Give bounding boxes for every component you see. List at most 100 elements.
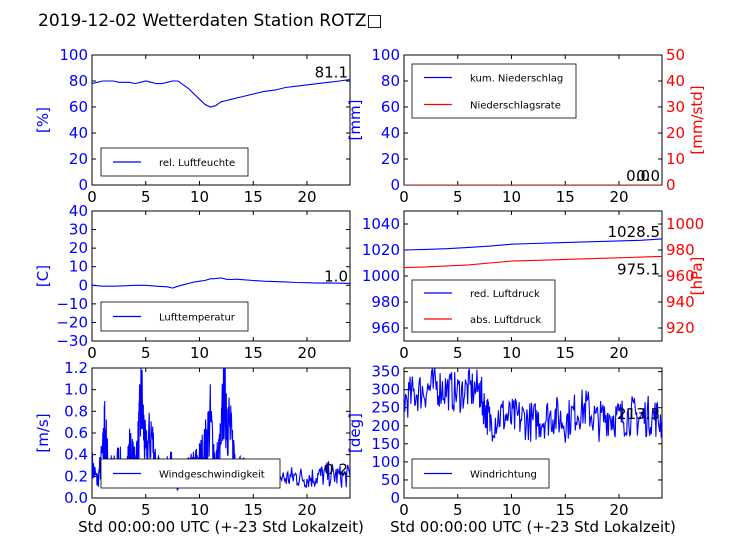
y-tick-label: −20: [56, 313, 88, 331]
legend-winddirection: Windrichtung: [411, 458, 550, 489]
y-right-tick-label: 0: [666, 176, 676, 194]
x-tick-label: 20: [297, 501, 316, 519]
y-tick-label: −10: [56, 295, 88, 313]
y-tick-label: 10: [69, 258, 88, 276]
y-tick-label: 0.8: [64, 402, 88, 420]
x-tick-label: 0: [399, 188, 409, 206]
last-value-label: 213.3: [617, 405, 660, 423]
y-tick-label: 100: [371, 453, 400, 471]
y-tick-label: 1.0: [64, 381, 88, 399]
x-axis-label: Std 00:00:00 UTC (+-23 Std Lokalzeit): [390, 518, 676, 536]
last-value-label: 0.2: [324, 460, 348, 478]
y-right-tick-label: 20: [666, 124, 685, 142]
y-tick-label: 20: [381, 150, 400, 168]
legend-label: Niederschlagsrate: [470, 101, 561, 112]
y-tick-label: 30: [69, 221, 88, 239]
x-tick-label: 20: [609, 188, 628, 206]
x-tick-label: 15: [556, 344, 575, 362]
y-tick-label: 980: [371, 293, 400, 311]
x-tick-label: 15: [244, 188, 263, 206]
last-value-right-label: 0.0: [626, 167, 650, 185]
x-tick-label: 5: [141, 501, 151, 519]
y-tick-label: 50: [381, 471, 400, 489]
y-axis-label: [C]: [34, 265, 52, 287]
y-tick-label: 100: [371, 46, 400, 64]
y-tick-label: 200: [371, 417, 400, 435]
x-axis-label: Std 00:00:00 UTC (+-23 Std Lokalzeit): [78, 518, 364, 536]
y-tick-label: 100: [59, 46, 88, 64]
x-tick-label: 0: [399, 501, 409, 519]
legend-box: [100, 147, 249, 177]
y-axis-label: [mm]: [346, 100, 364, 141]
y-right-axis-label: [hPa]: [688, 257, 706, 296]
y-tick-label: 1040: [362, 215, 400, 233]
x-tick-label: 0: [87, 344, 97, 362]
legend-temperature: Lufttemperatur: [100, 301, 249, 332]
y-tick-label: 0: [390, 176, 400, 194]
y-right-tick-label: 960: [666, 267, 695, 285]
series-line-pressure-1: [404, 255, 662, 269]
chart-panel-pressure: 0 5 10 15 20 960 980 1000 1020 1040 920 940 960 980 10…: [362, 210, 706, 362]
y-right-tick-label: 10: [666, 150, 685, 168]
y-tick-label: 0.0: [64, 489, 88, 507]
y-tick-label: 80: [381, 72, 400, 90]
y-right-tick-label: 940: [666, 293, 695, 311]
x-tick-label: 0: [87, 501, 97, 519]
x-tick-label: 10: [502, 344, 521, 362]
y-right-tick-label: 980: [666, 241, 695, 259]
y-tick-label: 300: [371, 381, 400, 399]
y-tick-label: 960: [371, 319, 400, 337]
y-right-tick-label: 1000: [666, 215, 704, 233]
legend-humidity: rel. Luftfeuchte: [100, 147, 249, 177]
chart-panel-humidity: 0 5 10 15 20 0 20 40 60 80 100 [%] 81.1 rel. Luftfeuc…: [34, 46, 351, 206]
y-tick-label: 0.4: [64, 446, 88, 464]
y-tick-label: 20: [69, 239, 88, 257]
y-tick-label: 60: [381, 98, 400, 116]
legend-precipitation: kum. Niederschlag Niederschlagsrate: [411, 63, 577, 119]
y-tick-label: 350: [371, 363, 400, 381]
x-tick-label: 5: [453, 188, 463, 206]
y-right-tick-label: 30: [666, 98, 685, 116]
x-tick-label: 10: [190, 188, 209, 206]
x-tick-label: 0: [399, 344, 409, 362]
x-tick-label: 15: [556, 188, 575, 206]
legend-box: [411, 63, 577, 119]
legend-label: abs. Luftdruck: [470, 315, 541, 326]
legend-label: kum. Niederschlag: [470, 74, 563, 85]
legend-windspeed: Windgeschwindigkeit: [100, 458, 281, 489]
y-tick-label: 40: [69, 124, 88, 142]
y-right-tick-label: 40: [666, 72, 685, 90]
y-right-axis-label: [mm/std]: [688, 85, 706, 154]
x-tick-label: 15: [556, 501, 575, 519]
y-tick-label: 20: [69, 150, 88, 168]
x-tick-label: 15: [244, 344, 263, 362]
y-tick-label: 0.2: [64, 467, 88, 485]
x-tick-label: 20: [609, 501, 628, 519]
last-value-label: 1028.5: [608, 223, 661, 241]
y-tick-label: 1.2: [64, 359, 88, 377]
legend-box: [411, 279, 556, 333]
x-tick-label: 5: [141, 188, 151, 206]
y-tick-label: 0: [390, 489, 400, 507]
chart-panel-precipitation: 0 5 10 15 20 0 20 40 60 80 100 0 10 20 30 40 50 [mm] [mm/s…: [346, 46, 706, 206]
y-tick-label: 60: [69, 98, 88, 116]
last-value-label: 81.1: [315, 64, 348, 82]
y-axis-label: [deg]: [346, 413, 364, 453]
y-tick-label: 80: [69, 72, 88, 90]
series-line-pressure-0: [404, 238, 662, 251]
y-axis-label: [%]: [34, 107, 52, 133]
x-tick-label: 10: [190, 501, 209, 519]
y-tick-label: 0: [78, 276, 88, 294]
legend-label: rel. Luftfeuchte: [159, 158, 235, 169]
series-line-temperature-0: [92, 277, 350, 289]
x-tick-label: 10: [190, 344, 209, 362]
x-tick-label: 10: [502, 501, 521, 519]
x-tick-label: 5: [453, 344, 463, 362]
y-tick-label: 1000: [362, 267, 400, 285]
series-line-winddirection-0: [404, 368, 662, 443]
y-axis-label: [m/s]: [34, 413, 52, 452]
legend-label: Windrichtung: [470, 470, 537, 481]
